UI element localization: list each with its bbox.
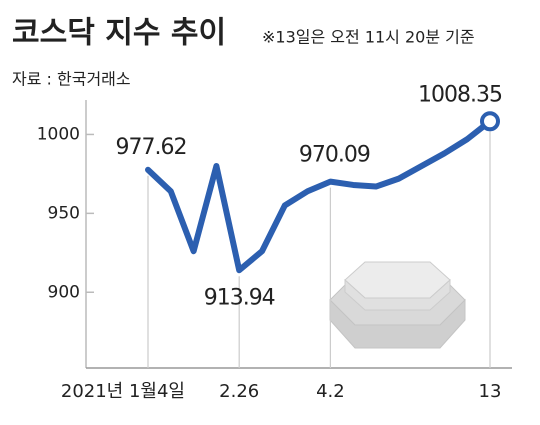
y-tick-label: 950	[48, 203, 80, 223]
value-label: 977.62	[116, 135, 187, 160]
x-tick-label: 13	[479, 381, 502, 402]
end-marker	[480, 111, 500, 132]
source: 자료 : 한국거래소	[12, 70, 131, 89]
value-label: 970.09	[299, 143, 370, 168]
x-tick-label: 4.2	[316, 381, 345, 402]
value-label: 913.94	[204, 285, 275, 310]
y-tick-label: 1000	[37, 124, 80, 144]
chart-title: 코스닥 지수 추이	[12, 16, 226, 51]
chart-subtitle: ※13일은 오전 11시 20분 기준	[262, 28, 475, 47]
pedestal-illustration	[329, 261, 466, 349]
x-tick-label: 2021년 1월4일	[61, 381, 185, 402]
series-line	[145, 118, 493, 274]
y-tick-label: 900	[48, 282, 80, 302]
x-tick-label: 2.26	[219, 381, 259, 402]
value-label: 1008.35	[418, 82, 502, 107]
